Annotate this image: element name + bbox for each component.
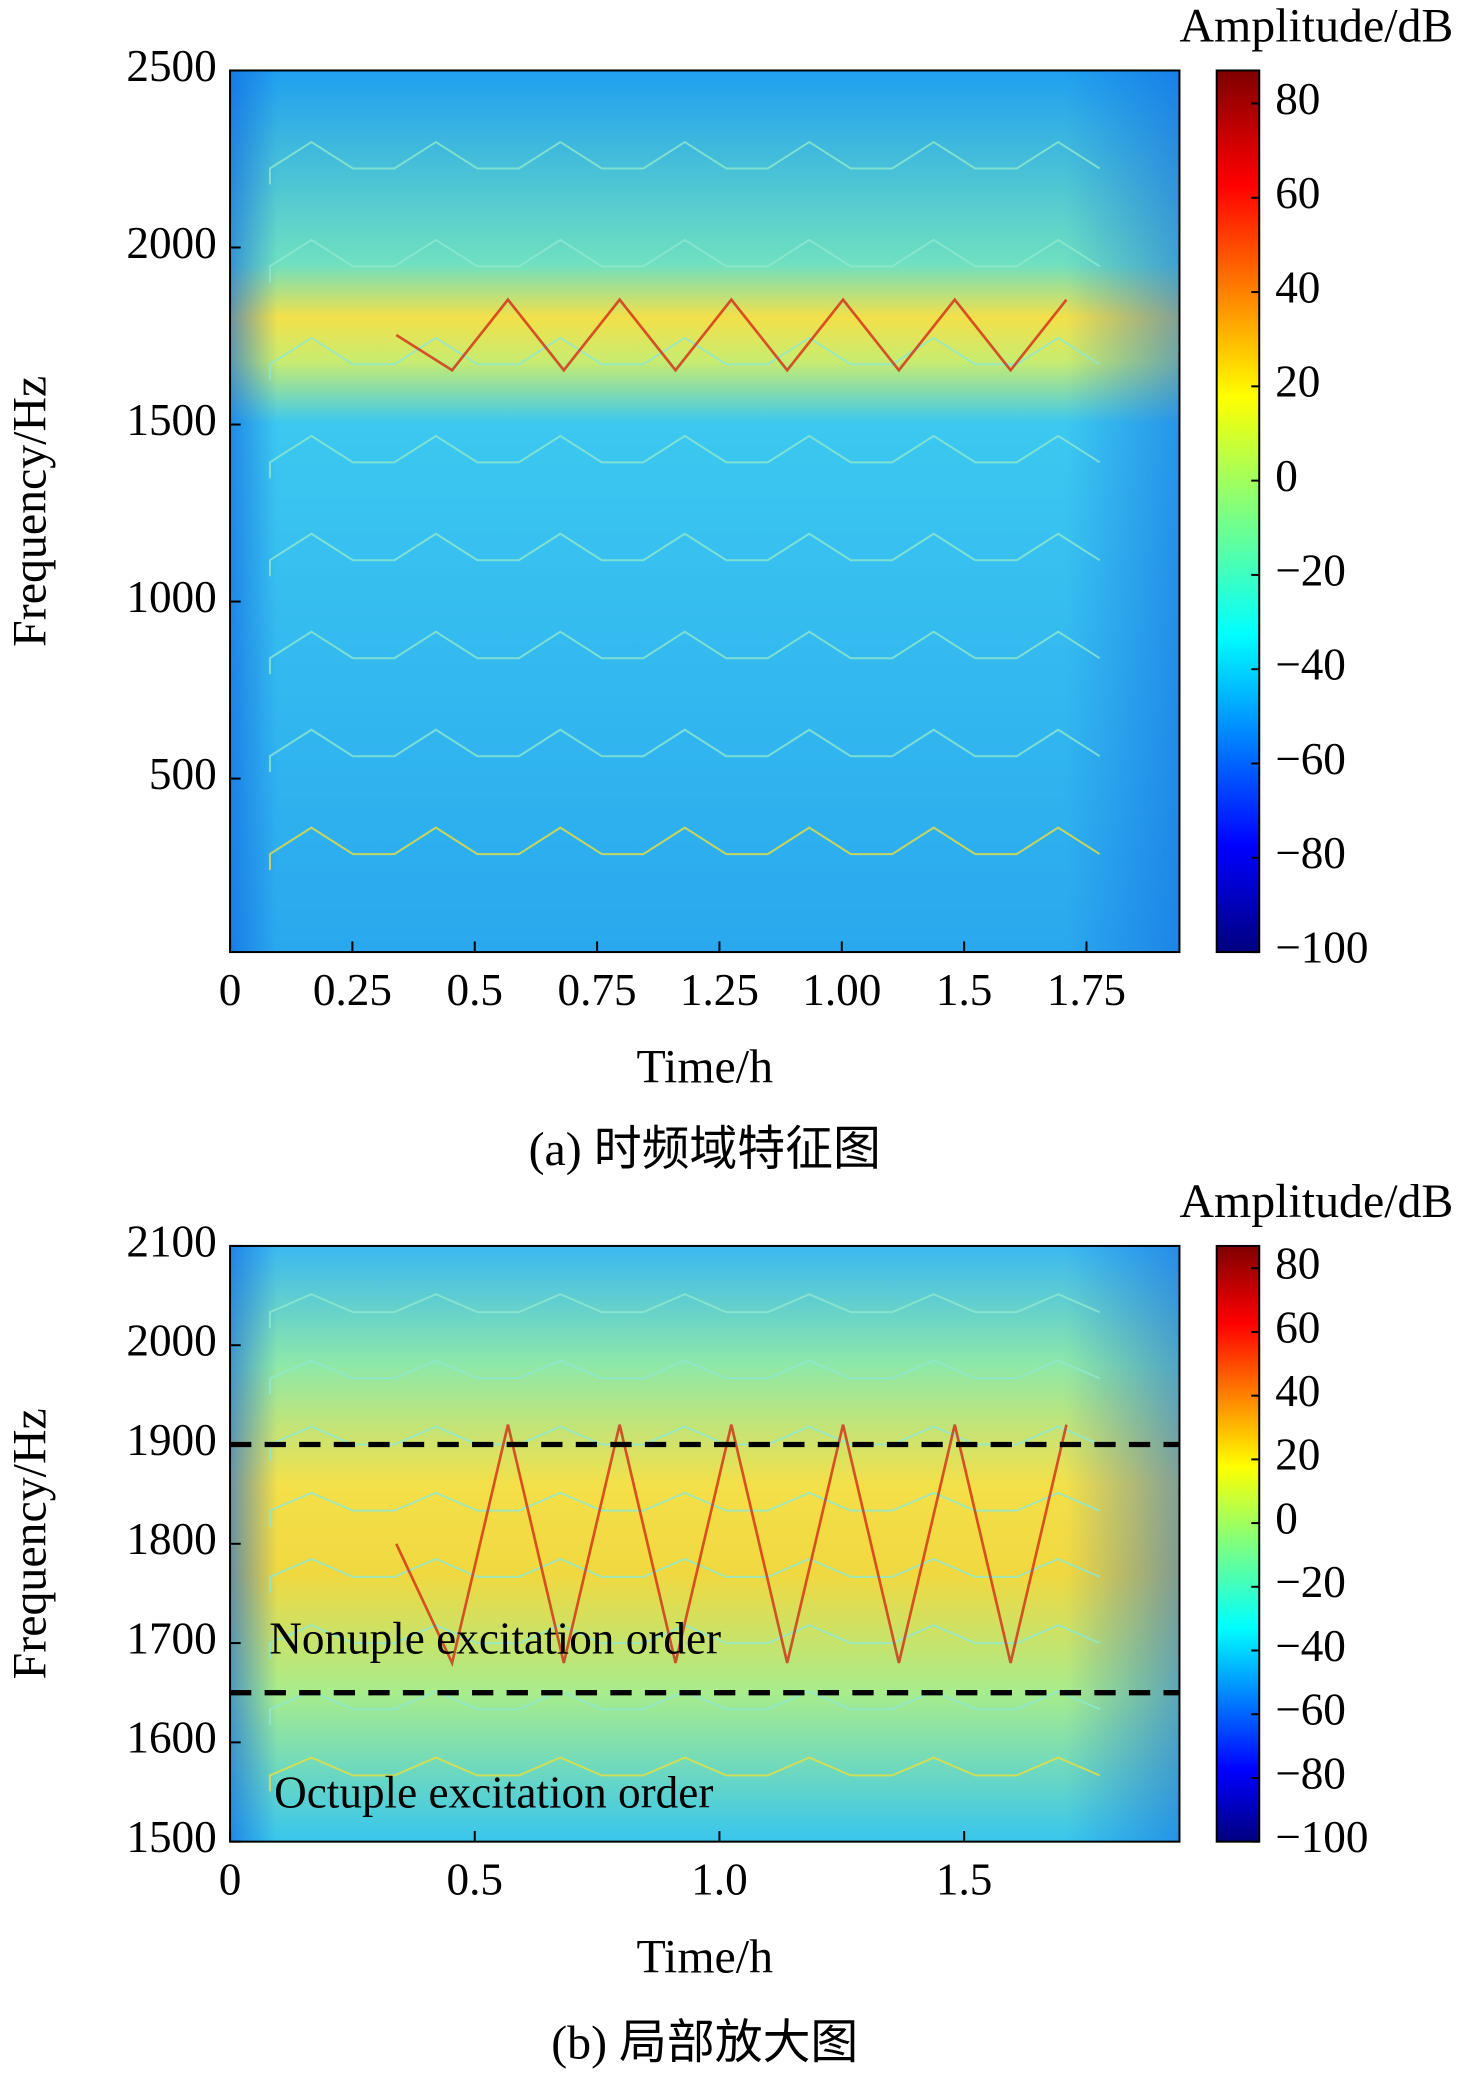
x-axis-label: Time/h bbox=[636, 1930, 773, 1983]
y-tick-label: 2000 bbox=[126, 218, 216, 268]
caption: (b) 局部放大图 bbox=[551, 2017, 858, 2070]
x-tick-label: 0.25 bbox=[313, 965, 392, 1015]
x-tick-label: 1.5 bbox=[936, 965, 993, 1015]
y-tick-label: 2500 bbox=[126, 41, 216, 91]
ridge bbox=[268, 1756, 1101, 1792]
plot-frame bbox=[229, 69, 1181, 954]
colorbar-tick-label: 80 bbox=[1275, 1239, 1320, 1289]
x-tick-label: 0 bbox=[219, 1855, 242, 1905]
y-tick-label: 2000 bbox=[126, 1316, 216, 1366]
x-tick-label: 0.75 bbox=[558, 965, 637, 1015]
x-tick-label: 0 bbox=[219, 965, 242, 1015]
colorbar bbox=[1215, 69, 1261, 954]
ridge bbox=[268, 238, 1101, 283]
colorbar-tick-label: 0 bbox=[1275, 1493, 1298, 1543]
y-tick-label: 1700 bbox=[126, 1613, 216, 1663]
ridge bbox=[268, 434, 1101, 479]
colorbar-tick-label: 80 bbox=[1275, 74, 1320, 124]
colorbar-tick-label: −80 bbox=[1275, 1748, 1346, 1798]
ridge bbox=[268, 1293, 1101, 1329]
x-axis-label: Time/h bbox=[636, 1041, 773, 1094]
y-axis-label: Frequency/Hz bbox=[4, 376, 57, 647]
colorbar-tick-label: −40 bbox=[1275, 640, 1346, 690]
y-tick-label: 1800 bbox=[126, 1514, 216, 1564]
y-tick-label: 1600 bbox=[126, 1713, 216, 1763]
colorbar-tick-label: −20 bbox=[1275, 545, 1346, 595]
ridge bbox=[268, 336, 1101, 381]
ridge bbox=[268, 630, 1101, 675]
colorbar-tick-label: 20 bbox=[1275, 357, 1320, 407]
colorbar-label: Amplitude/dB bbox=[1179, 1175, 1453, 1228]
ridge bbox=[268, 1491, 1101, 1527]
y-tick-label: 1000 bbox=[126, 572, 216, 622]
colorbar-tick-label: 0 bbox=[1275, 451, 1298, 501]
colorbar-tick-label: 20 bbox=[1275, 1430, 1320, 1480]
colorbar-label: Amplitude/dB bbox=[1179, 0, 1453, 53]
colorbar-tick-label: 40 bbox=[1275, 1366, 1320, 1416]
caption: (a) 时频域特征图 bbox=[529, 1123, 881, 1176]
spectrogram-edges bbox=[230, 70, 1180, 953]
ridge bbox=[268, 1690, 1101, 1726]
annotation: Nonuple excitation order bbox=[269, 1613, 721, 1663]
y-tick-label: 1500 bbox=[126, 395, 216, 445]
ridge bbox=[268, 826, 1101, 871]
x-tick-label: 1.00 bbox=[802, 965, 881, 1015]
colorbar-tick-label: −100 bbox=[1275, 1812, 1368, 1862]
y-tick-label: 500 bbox=[149, 749, 217, 799]
colorbar-tick-label: 60 bbox=[1275, 1302, 1320, 1352]
colorbar-tick-label: −100 bbox=[1275, 922, 1368, 972]
x-tick-label: 1.5 bbox=[936, 1855, 993, 1905]
y-tick-label: 1900 bbox=[126, 1415, 216, 1465]
ridge bbox=[268, 140, 1101, 185]
colorbar-tick-label: −80 bbox=[1275, 828, 1346, 878]
ridge bbox=[268, 1359, 1101, 1395]
y-tick-label: 1500 bbox=[126, 1812, 216, 1862]
x-tick-label: 1.0 bbox=[691, 1855, 748, 1905]
colorbar bbox=[1215, 1244, 1261, 1843]
x-tick-label: 0.5 bbox=[446, 965, 503, 1015]
colorbar-tick-label: −20 bbox=[1275, 1557, 1346, 1607]
annotation: Octuple excitation order bbox=[274, 1767, 713, 1817]
x-tick-label: 0.5 bbox=[446, 1855, 503, 1905]
ridge bbox=[268, 1624, 1101, 1660]
ridge-strong bbox=[395, 1424, 1068, 1667]
y-axis-label: Frequency/Hz bbox=[4, 1408, 57, 1679]
ridge bbox=[268, 728, 1101, 773]
ridge-strong bbox=[395, 297, 1068, 373]
ridge bbox=[268, 1557, 1101, 1593]
colorbar-tick-label: −60 bbox=[1275, 1685, 1346, 1735]
x-tick-label: 1.25 bbox=[680, 965, 759, 1015]
colorbar-tick-label: −40 bbox=[1275, 1621, 1346, 1671]
x-tick-label: 1.75 bbox=[1047, 965, 1126, 1015]
colorbar-tick-label: −60 bbox=[1275, 734, 1346, 784]
y-tick-label: 2100 bbox=[126, 1216, 216, 1266]
ridge bbox=[268, 532, 1101, 577]
colorbar-tick-label: 40 bbox=[1275, 262, 1320, 312]
colorbar-tick-label: 60 bbox=[1275, 168, 1320, 218]
